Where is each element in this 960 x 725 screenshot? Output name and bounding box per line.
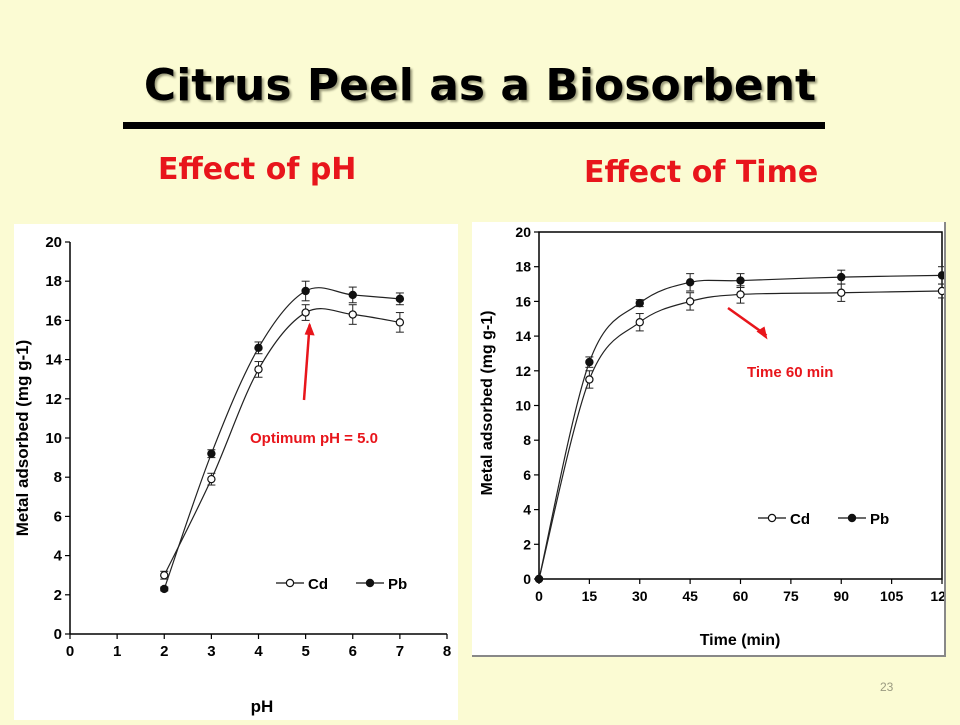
x-tick-label: 75 [783, 588, 799, 604]
y-tick-label: 2 [523, 536, 531, 552]
title-underline [123, 122, 825, 129]
y-tick-label: 20 [45, 234, 62, 251]
y-tick-label: 14 [515, 328, 531, 344]
legend-marker [767, 513, 777, 523]
data-point-cd [301, 308, 310, 317]
y-tick-label: 20 [515, 224, 531, 240]
data-point-pb [254, 343, 263, 353]
x-tick-label: 0 [535, 588, 543, 604]
data-point-pb [534, 574, 544, 584]
legend-label-pb: Pb [388, 576, 407, 593]
y-tick-label: 18 [515, 259, 531, 275]
data-point-cd [348, 310, 357, 319]
annotation-arrow-head [756, 326, 768, 340]
subtitle-effect-of-time: Effect of Time [584, 155, 819, 190]
data-point-pb [348, 290, 357, 300]
y-tick-label: 6 [523, 467, 531, 483]
x-axis-title: pH [251, 697, 274, 716]
y-tick-label: 2 [54, 587, 62, 604]
data-point-pb [207, 449, 216, 458]
x-tick-label: 105 [880, 588, 904, 604]
x-tick-label: 45 [682, 588, 698, 604]
y-tick-label: 16 [45, 312, 62, 329]
x-tick-label: 120 [930, 588, 944, 604]
y-tick-label: 6 [54, 508, 62, 525]
data-point-cd [395, 318, 405, 327]
annotation-arrow-head [304, 322, 315, 336]
data-point-cd [207, 474, 216, 484]
x-tick-label: 3 [207, 643, 215, 660]
x-tick-label: 4 [254, 643, 263, 660]
x-tick-label: 1 [113, 643, 121, 660]
y-tick-label: 12 [515, 363, 531, 379]
slide-title: Citrus Peel as a Biosorbent [143, 60, 817, 111]
legend-label-pb: Pb [870, 511, 889, 528]
data-point-pb [937, 271, 947, 280]
data-point-cd [585, 375, 594, 384]
y-tick-label: 14 [45, 352, 62, 369]
y-tick-label: 10 [45, 430, 62, 447]
series-line-cd [538, 290, 943, 580]
data-point-pb [736, 276, 745, 285]
x-tick-label: 90 [833, 588, 849, 604]
x-tick-label: 30 [632, 588, 648, 604]
y-axis-title: Metal adsorbed (mg g-1) [14, 340, 32, 536]
y-axis-title: Metal adsorbed (mg g-1) [479, 311, 496, 496]
x-tick-label: 7 [396, 643, 404, 660]
data-point-cd [160, 571, 169, 580]
legend-marker [285, 578, 295, 588]
data-point-cd [736, 290, 745, 299]
data-point-cd [837, 288, 846, 297]
legend-marker [365, 578, 375, 588]
time-chart-panel: 0 2 4 6 8 10 12 14 16 18 20 0 15 30 45 60 75 90 105 120 Time… [472, 222, 954, 657]
y-tick-label: 16 [515, 293, 531, 309]
y-tick-label: 12 [45, 391, 62, 408]
x-tick-label: 5 [301, 643, 309, 660]
y-tick-label: 8 [523, 432, 531, 448]
y-tick-label: 18 [45, 273, 62, 290]
y-tick-label: 8 [54, 469, 62, 486]
annotation-text: Time 60 min [747, 364, 833, 381]
y-tick-label: 4 [54, 548, 63, 565]
data-point-cd [254, 365, 263, 374]
data-point-pb [301, 286, 310, 296]
annotation-arrow [302, 324, 311, 401]
data-point-pb [395, 294, 405, 304]
y-tick-label: 10 [515, 398, 531, 414]
data-point-pb [160, 584, 169, 594]
series-line-pb [538, 274, 943, 580]
x-tick-label: 15 [582, 588, 598, 604]
data-point-pb [837, 272, 846, 282]
x-tick-label: 8 [443, 643, 451, 660]
subtitle-effect-of-ph: Effect of pH [158, 152, 357, 187]
page-number: 23 [880, 680, 894, 694]
ph-chart-panel: 0 2 4 6 8 10 12 14 16 18 20 0 1 2 3 4 5 6 7 8 pH Metal adsorb… [13, 224, 458, 720]
data-point-cd [937, 286, 947, 296]
x-tick-label: 2 [160, 643, 168, 660]
data-point-cd [685, 297, 695, 306]
y-tick-label: 0 [523, 571, 531, 587]
data-point-pb [635, 298, 644, 308]
y-tick-label: 0 [54, 626, 62, 643]
x-tick-label: 60 [733, 588, 749, 604]
x-tick-label: 6 [349, 643, 357, 660]
legend-marker [847, 513, 857, 523]
legend-label-cd: Cd [790, 511, 810, 528]
y-tick-label: 4 [523, 502, 531, 518]
time-chart: 0 2 4 6 8 10 12 14 16 18 20 0 15 30 45 60 75 90 105 120 Time… [479, 224, 954, 649]
x-axis-title: Time (min) [700, 632, 781, 649]
annotation-text: Optimum pH = 5.0 [250, 430, 378, 447]
x-tick-label: 0 [66, 643, 74, 660]
data-point-pb [585, 357, 594, 367]
data-point-pb [685, 278, 695, 287]
data-point-cd [635, 318, 644, 327]
legend-label-cd: Cd [308, 576, 328, 593]
